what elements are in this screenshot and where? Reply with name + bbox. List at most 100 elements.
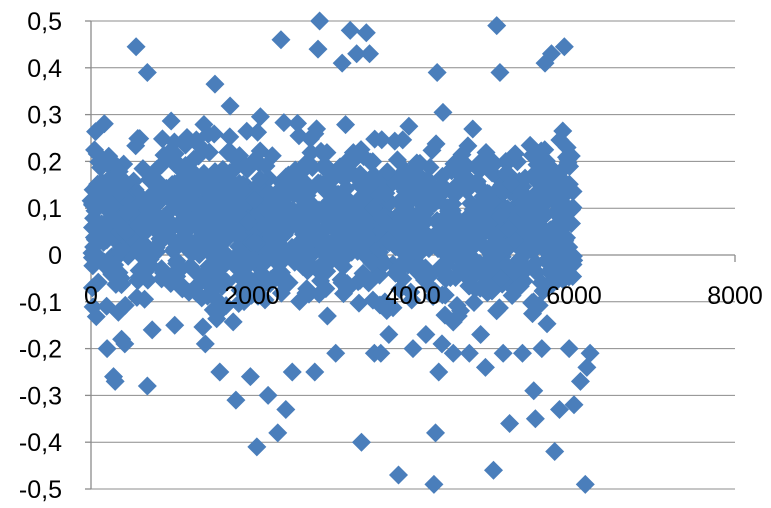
data-point — [88, 272, 108, 292]
data-point — [332, 269, 352, 289]
data-point — [119, 200, 139, 220]
data-point — [186, 263, 206, 283]
data-point — [512, 343, 532, 363]
data-point — [238, 212, 258, 232]
data-point — [448, 306, 468, 326]
data-point — [351, 432, 371, 452]
data-point — [242, 285, 262, 305]
data-points — [81, 11, 600, 494]
data-point — [401, 282, 421, 302]
data-point — [482, 281, 502, 301]
data-point — [210, 362, 230, 382]
data-point — [94, 185, 114, 205]
data-point — [111, 216, 131, 236]
y-tick-label: 0,3 — [27, 102, 62, 130]
data-point — [304, 217, 324, 237]
data-point — [296, 283, 316, 303]
data-point — [203, 300, 223, 320]
data-point — [559, 199, 579, 219]
data-point — [417, 193, 437, 213]
y-tick-label: 0,4 — [27, 55, 62, 83]
y-tick-label: -0,4 — [19, 429, 62, 457]
data-point — [490, 62, 510, 82]
data-point — [332, 53, 352, 73]
data-point — [349, 293, 369, 313]
data-point — [360, 44, 380, 64]
y-tick-label: -0,2 — [19, 336, 62, 364]
data-point — [435, 285, 455, 305]
data-point — [193, 317, 213, 337]
data-point — [97, 339, 117, 359]
data-point — [86, 307, 106, 327]
data-point — [250, 107, 270, 127]
y-tick-label: 0,5 — [27, 8, 62, 36]
data-point — [488, 232, 508, 252]
data-point — [533, 281, 553, 301]
x-tick-label: 8000 — [707, 282, 763, 310]
data-point — [280, 207, 300, 227]
tick-labels: 0,5 0,4 0,3 0,2 0,1 0 -0,1 -0,2 -0,3 -0,4 -0,5 0 200… — [19, 8, 763, 504]
data-point — [218, 142, 238, 162]
data-point — [266, 241, 286, 261]
y-tick-label: 0,2 — [27, 148, 62, 176]
data-point — [364, 198, 384, 218]
data-point — [195, 334, 215, 354]
y-tick-label: 0,1 — [27, 195, 62, 223]
y-tick-label: -0,3 — [19, 382, 62, 410]
data-point — [527, 155, 547, 175]
data-point — [496, 255, 516, 275]
data-point — [388, 214, 408, 234]
data-point — [408, 263, 428, 283]
data-point — [374, 254, 394, 274]
data-point — [316, 279, 336, 299]
data-point — [478, 183, 498, 203]
data-point — [525, 409, 545, 429]
x-tick-label: 0 — [84, 282, 98, 310]
data-point — [250, 169, 270, 189]
data-point — [301, 129, 321, 149]
data-point — [517, 212, 537, 232]
data-point — [483, 256, 503, 276]
data-point — [523, 292, 543, 312]
data-point — [334, 284, 354, 304]
data-point — [126, 37, 146, 57]
data-point — [169, 155, 189, 175]
data-point — [176, 185, 196, 205]
data-point — [142, 320, 162, 340]
data-point — [580, 343, 600, 363]
data-point — [563, 246, 583, 266]
data-point — [142, 244, 162, 264]
data-point — [317, 306, 337, 326]
data-point — [392, 195, 412, 215]
data-point — [264, 209, 284, 229]
data-point — [310, 11, 330, 31]
data-point — [90, 248, 110, 268]
data-point — [490, 207, 510, 227]
data-point — [111, 275, 131, 295]
data-point — [484, 460, 503, 480]
data-point — [187, 275, 207, 295]
data-point — [245, 190, 265, 210]
data-point — [353, 263, 373, 283]
data-point — [340, 20, 360, 40]
data-point — [549, 179, 569, 199]
data-point — [564, 395, 584, 415]
data-point — [531, 189, 551, 209]
data-point — [426, 134, 446, 154]
data-point — [459, 343, 479, 363]
data-point — [165, 267, 185, 287]
data-point — [129, 261, 149, 281]
data-point — [165, 315, 185, 335]
data-point — [217, 272, 237, 292]
data-point — [500, 413, 520, 433]
data-point — [229, 293, 249, 313]
data-point — [193, 196, 213, 216]
data-point — [330, 157, 350, 177]
data-point — [464, 292, 484, 312]
data-point — [427, 62, 447, 82]
data-point — [298, 191, 318, 211]
data-point — [204, 124, 224, 144]
data-point — [551, 220, 571, 240]
data-point — [137, 376, 157, 396]
